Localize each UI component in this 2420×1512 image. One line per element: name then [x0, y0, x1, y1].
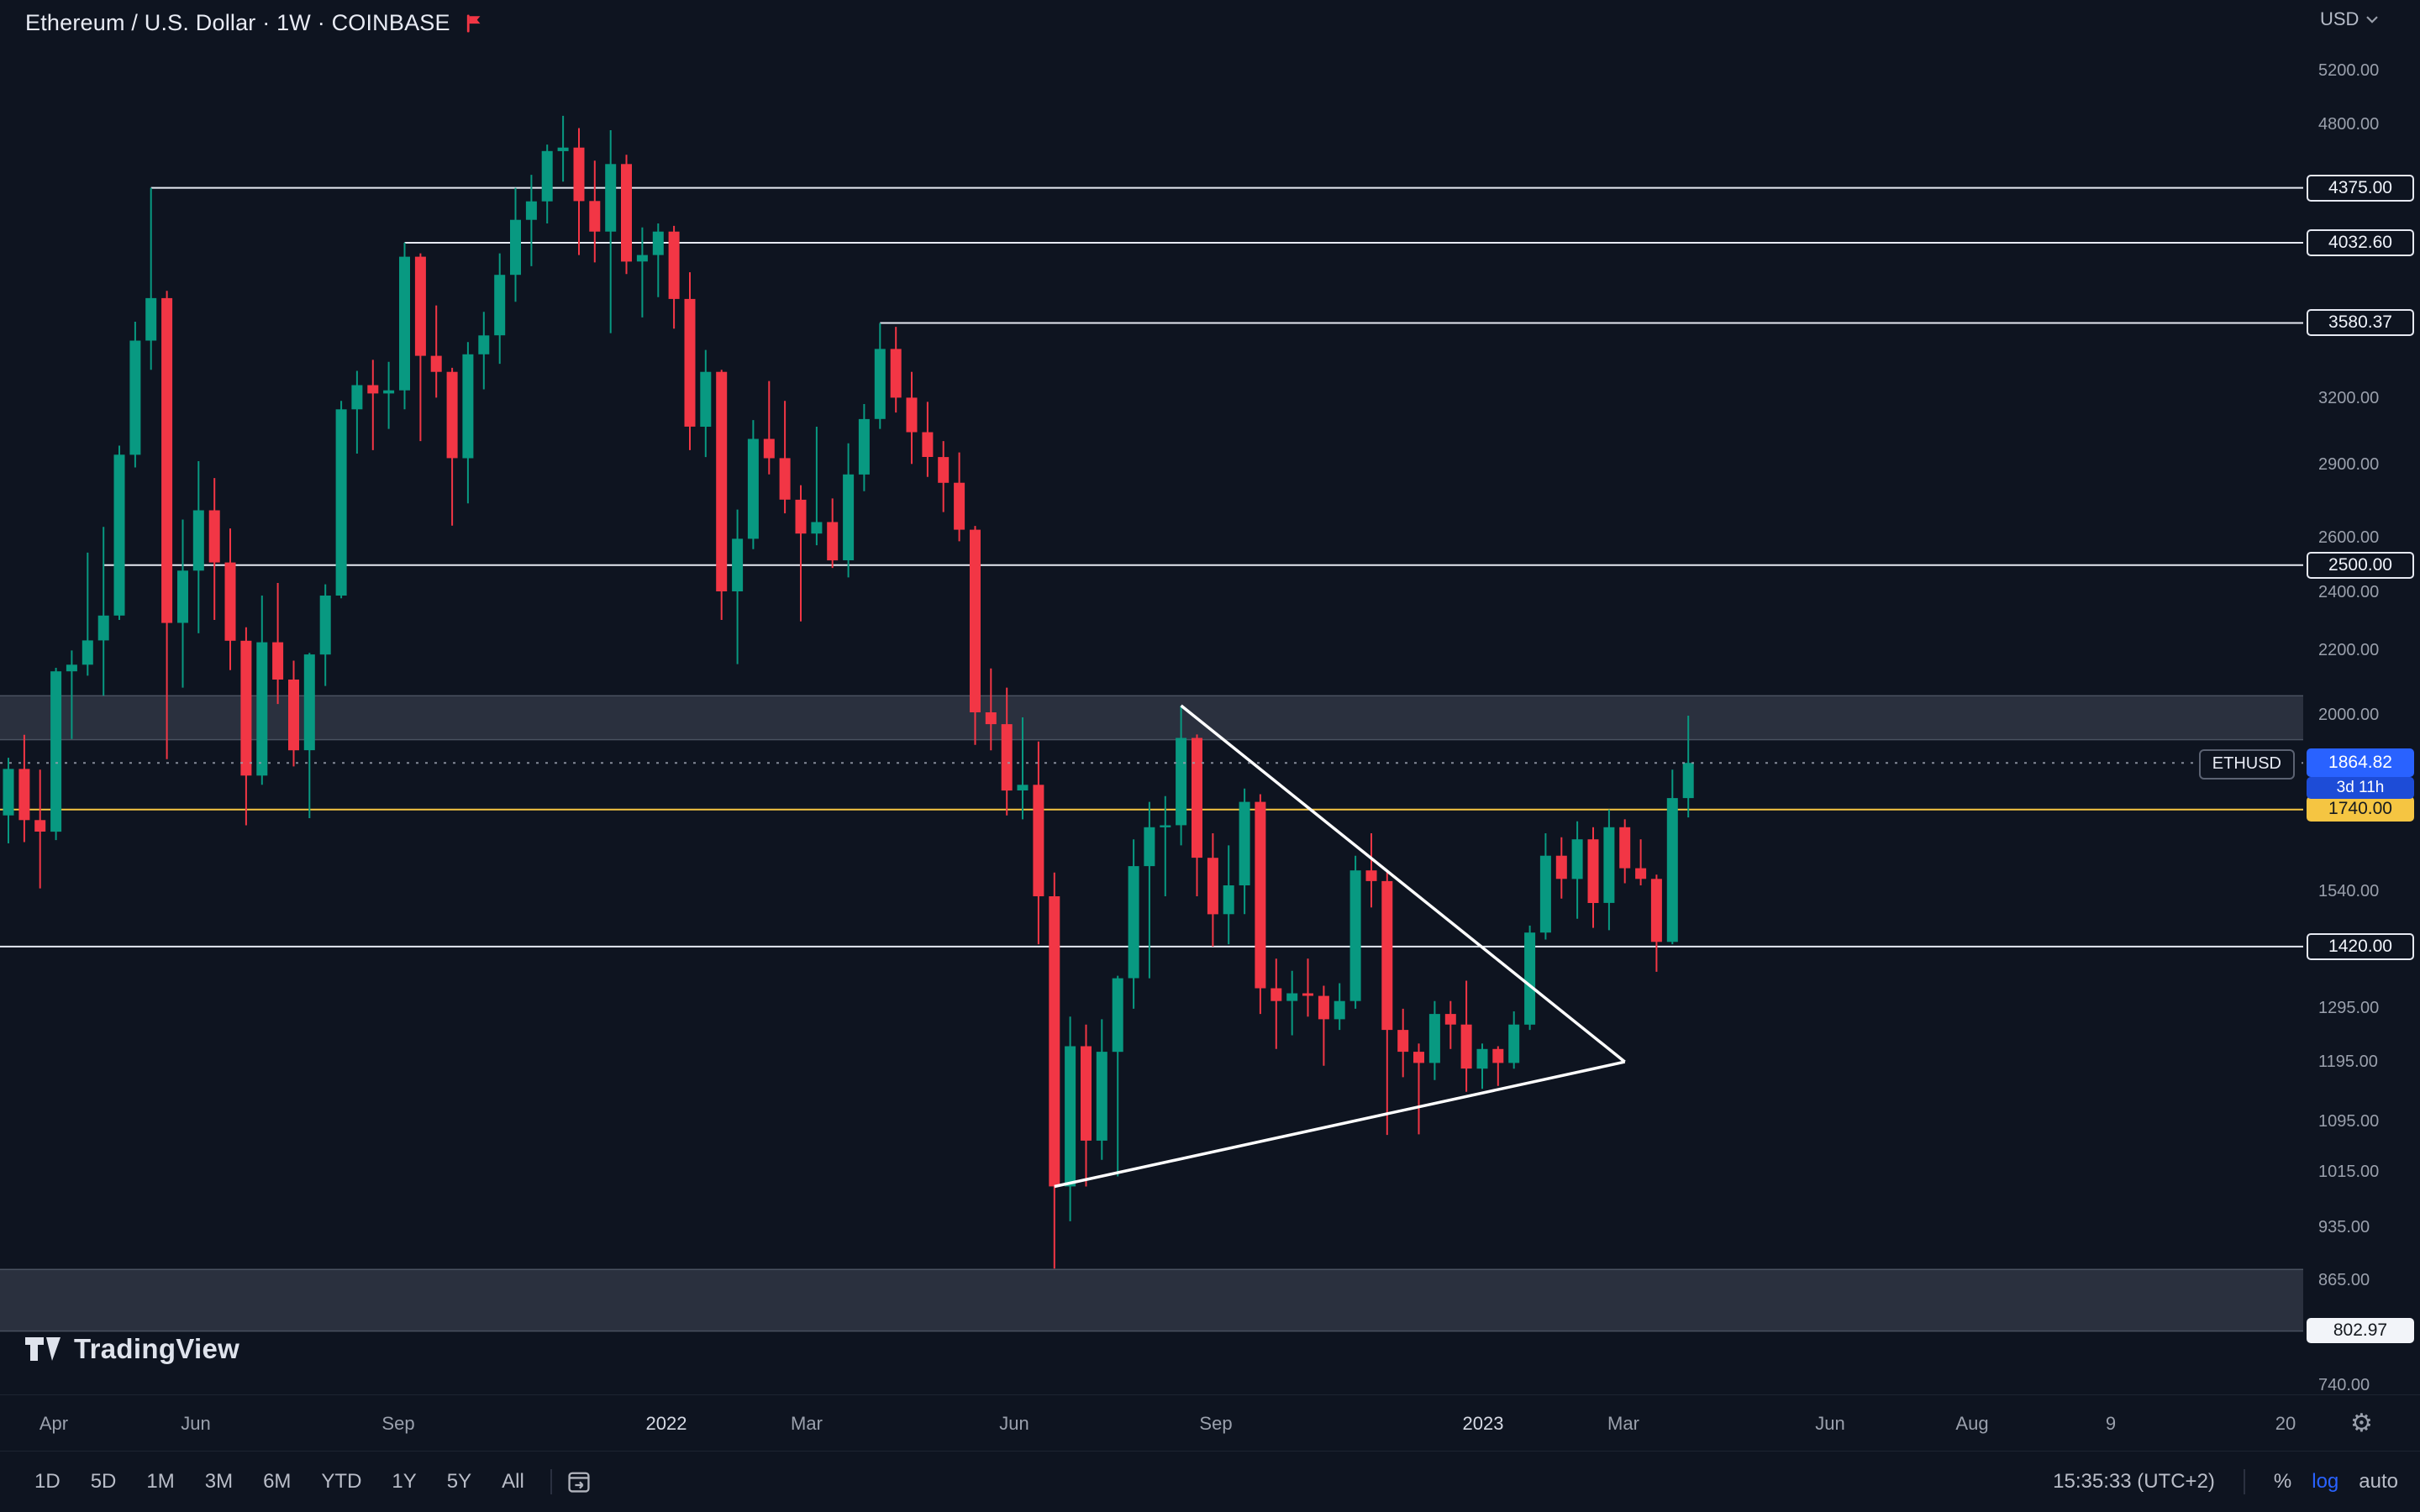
price-tick: 2000.00 — [2318, 705, 2380, 724]
time-axis-label: Jun — [1815, 1412, 1845, 1434]
time-axis-label: Sep — [1199, 1412, 1233, 1434]
range-button-all[interactable]: All — [502, 1470, 524, 1493]
auto-scale-button[interactable]: auto — [2359, 1470, 2398, 1493]
currency-selector-label: USD — [2320, 8, 2360, 29]
range-button-1y[interactable]: 1Y — [392, 1470, 417, 1493]
price-tick: 865.00 — [2318, 1270, 2370, 1289]
clock[interactable]: 15:35:33 (UTC+2) — [2053, 1470, 2215, 1493]
date-range-buttons: 1D 5D 1M 3M 6M YTD 1Y 5Y All — [22, 1465, 592, 1499]
price-tick: 1015.00 — [2318, 1163, 2380, 1182]
level-price-label: 1420.00 — [2307, 932, 2414, 960]
range-button-5y[interactable]: 5Y — [446, 1470, 472, 1493]
bottom-toolbar: 1D 5D 1M 3M 6M YTD 1Y 5Y All 15:35:33 (UTC+2) % … — [0, 1451, 2420, 1512]
chart-pane: Ethereum / U.S. Dollar · 1W · COINBASE T… — [0, 0, 2303, 1394]
level-price-label: 802.97 — [2307, 1317, 2414, 1343]
time-axis-label: Apr — [39, 1412, 69, 1434]
tradingview-logo[interactable]: TradingView — [24, 1332, 239, 1366]
time-axis-label: 9 — [2105, 1412, 2117, 1434]
symbol-legend: Ethereum / U.S. Dollar · 1W · COINBASE — [25, 10, 486, 36]
range-button-5d[interactable]: 5D — [90, 1470, 117, 1493]
chevron-down-icon — [2365, 15, 2379, 24]
flag-icon[interactable] — [462, 12, 486, 35]
toolbar-divider — [2243, 1469, 2245, 1494]
tradingview-logo-icon — [24, 1332, 62, 1366]
price-tick: 1540.00 — [2318, 881, 2380, 900]
time-axis-label: Aug — [1955, 1412, 1989, 1434]
time-axis-label: 20 — [2275, 1412, 2296, 1434]
time-axis-label: Jun — [999, 1412, 1029, 1434]
range-button-1d[interactable]: 1D — [34, 1470, 60, 1493]
time-axis-label: Mar — [1607, 1412, 1639, 1434]
price-tick: 2900.00 — [2318, 454, 2380, 474]
go-to-date-icon[interactable] — [566, 1468, 592, 1495]
level-price-label: 4375.00 — [2307, 174, 2414, 202]
price-axis[interactable]: USD 5200.00 4800.00 3200.00 2900.00 2600.00 2… — [2303, 0, 2420, 1394]
bar-countdown-label: 3d 11h — [2307, 777, 2414, 800]
level-price-label: 2500.00 — [2307, 551, 2414, 579]
price-tick: 740.00 — [2318, 1376, 2370, 1395]
time-axis-label: Mar — [791, 1412, 823, 1434]
chart-canvas[interactable] — [0, 0, 2303, 1394]
price-tick: 2200.00 — [2318, 641, 2380, 660]
price-tick: 1095.00 — [2318, 1111, 2380, 1131]
price-tick: 2600.00 — [2318, 528, 2380, 548]
time-axis[interactable]: Apr Jun Sep 2022 Mar Jun Sep 2023 Mar Jun Aug 9 20 — [0, 1394, 2303, 1452]
level-price-label: 1740.00 — [2307, 795, 2414, 822]
price-tick: 2400.00 — [2318, 582, 2380, 601]
symbol-price-tag: ETHUSD — [2198, 749, 2295, 780]
time-axis-label: 2022 — [645, 1412, 687, 1434]
currency-selector[interactable]: USD — [2320, 8, 2379, 30]
tradingview-logo-text: TradingView — [74, 1333, 240, 1364]
symbol-title[interactable]: Ethereum / U.S. Dollar · 1W · COINBASE — [25, 10, 450, 35]
price-tick: 935.00 — [2318, 1218, 2370, 1237]
gear-icon[interactable]: ⚙ — [2350, 1409, 2373, 1438]
time-axis-label: Sep — [381, 1412, 415, 1434]
range-button-6m[interactable]: 6M — [263, 1470, 292, 1493]
percent-scale-button[interactable]: % — [2273, 1470, 2292, 1493]
level-price-label: 3580.37 — [2307, 309, 2414, 337]
time-axis-label: 2023 — [1462, 1412, 1504, 1434]
toolbar-divider — [550, 1469, 552, 1494]
price-tick: 1295.00 — [2318, 998, 2380, 1017]
price-tick: 1195.00 — [2318, 1053, 2378, 1072]
toolbar-right: 15:35:33 (UTC+2) % log auto — [2053, 1469, 2398, 1494]
range-button-ytd[interactable]: YTD — [321, 1470, 362, 1493]
price-tick: 5200.00 — [2318, 60, 2380, 80]
last-price-label: 1864.82 — [2307, 748, 2414, 778]
range-button-3m[interactable]: 3M — [204, 1470, 234, 1493]
time-axis-label: Jun — [181, 1412, 211, 1434]
log-scale-button[interactable]: log — [2312, 1470, 2339, 1493]
price-tick: 4800.00 — [2318, 115, 2380, 134]
time-axis-settings-corner: ⚙ — [2303, 1394, 2420, 1452]
price-tick: 3200.00 — [2318, 388, 2380, 407]
level-price-label: 4032.60 — [2307, 229, 2414, 256]
range-button-1m[interactable]: 1M — [146, 1470, 175, 1493]
